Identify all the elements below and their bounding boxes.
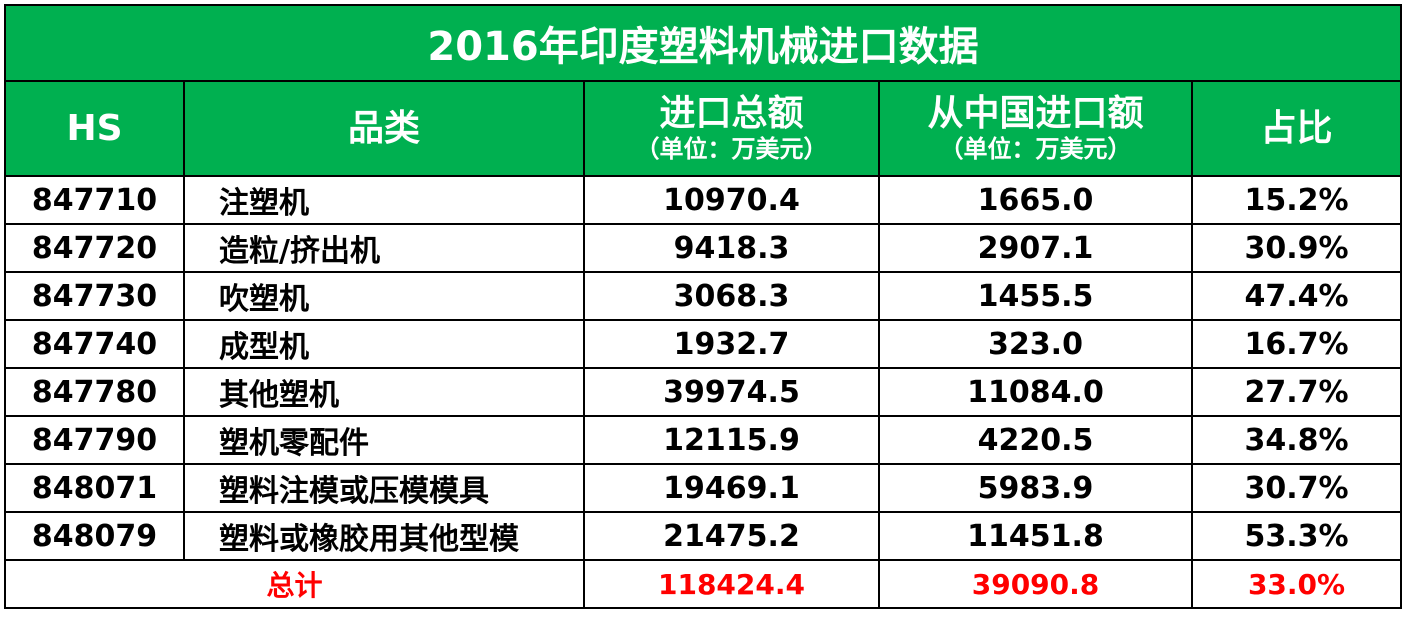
cell-category: 其他塑机 [183, 367, 585, 417]
cell-category: 造粒/挤出机 [183, 223, 585, 273]
total-import-sum: 118424.4 [583, 559, 880, 609]
cell-category: 塑料注模或压模模具 [183, 463, 585, 513]
cell-ratio: 16.7% [1190, 319, 1403, 369]
cell-category: 塑料或橡胶用其他型模 [183, 511, 585, 561]
header-total-import-unit: （单位：万美元） [635, 134, 828, 163]
cell-hs: 847720 [4, 223, 185, 273]
import-table: 2016年印度塑料机械进口数据 HS 品类 进口总额 （单位：万美元） 从中国进… [3, 4, 1403, 609]
cell-china: 11451.8 [878, 511, 1193, 561]
total-ratio: 33.0% [1190, 559, 1403, 609]
cell-ratio: 27.7% [1190, 367, 1403, 417]
cell-hs: 847740 [4, 319, 185, 369]
header-china-import-label: 从中国进口额 [927, 93, 1144, 135]
header-china-import-unit: （单位：万美元） [939, 134, 1132, 163]
header-total-import-label: 进口总额 [659, 93, 804, 135]
table-row: 847790 塑机零配件 12115.9 4220.5 34.8% [4, 415, 1403, 465]
cell-china: 2907.1 [878, 223, 1193, 273]
table-row: 847730 吹塑机 3068.3 1455.5 47.4% [4, 271, 1403, 321]
cell-hs: 847780 [4, 367, 185, 417]
cell-category: 注塑机 [183, 175, 585, 225]
cell-category: 成型机 [183, 319, 585, 369]
cell-total: 3068.3 [583, 271, 880, 321]
cell-total: 9418.3 [583, 223, 880, 273]
cell-total: 1932.7 [583, 319, 880, 369]
cell-china: 1455.5 [878, 271, 1193, 321]
table-row: 848071 塑料注模或压模模具 19469.1 5983.9 30.7% [4, 463, 1403, 513]
table-row: 848079 塑料或橡胶用其他型模 21475.2 11451.8 53.3% [4, 511, 1403, 561]
cell-ratio: 34.8% [1190, 415, 1403, 465]
table-row: 847740 成型机 1932.7 323.0 16.7% [4, 319, 1403, 369]
cell-hs: 847730 [4, 271, 185, 321]
cell-ratio: 15.2% [1190, 175, 1403, 225]
header-hs: HS [4, 80, 185, 177]
cell-ratio: 30.9% [1190, 223, 1403, 273]
cell-china: 1665.0 [878, 175, 1193, 225]
total-row: 总计 118424.4 39090.8 33.0% [4, 559, 1403, 609]
cell-china: 5983.9 [878, 463, 1193, 513]
cell-total: 21475.2 [583, 511, 880, 561]
cell-hs: 847710 [4, 175, 185, 225]
header-total-import: 进口总额 （单位：万美元） [583, 80, 880, 177]
header-china-import: 从中国进口额 （单位：万美元） [878, 80, 1193, 177]
cell-category: 塑机零配件 [183, 415, 585, 465]
cell-total: 39974.5 [583, 367, 880, 417]
table-row: 847780 其他塑机 39974.5 11084.0 27.7% [4, 367, 1403, 417]
cell-total: 10970.4 [583, 175, 880, 225]
cell-hs: 847790 [4, 415, 185, 465]
table-row: 847720 造粒/挤出机 9418.3 2907.1 30.9% [4, 223, 1403, 273]
table-row: 847710 注塑机 10970.4 1665.0 15.2% [4, 175, 1403, 225]
cell-hs: 848079 [4, 511, 185, 561]
cell-ratio: 30.7% [1190, 463, 1403, 513]
header-category: 品类 [183, 80, 585, 177]
cell-china: 4220.5 [878, 415, 1193, 465]
cell-china: 11084.0 [878, 367, 1193, 417]
cell-category: 吹塑机 [183, 271, 585, 321]
cell-ratio: 53.3% [1190, 511, 1403, 561]
title-row: 2016年印度塑料机械进口数据 [3, 4, 1403, 82]
cell-ratio: 47.4% [1190, 271, 1403, 321]
total-label: 总计 [4, 559, 585, 609]
header-ratio: 占比 [1190, 80, 1403, 177]
cell-total: 12115.9 [583, 415, 880, 465]
import-data-sheet: 2016年印度塑料机械进口数据 HS 品类 进口总额 （单位：万美元） 从中国进… [3, 4, 1403, 609]
table-title: 2016年印度塑料机械进口数据 [3, 4, 1403, 82]
cell-hs: 848071 [4, 463, 185, 513]
total-china-sum: 39090.8 [878, 559, 1193, 609]
cell-total: 19469.1 [583, 463, 880, 513]
cell-china: 323.0 [878, 319, 1193, 369]
header-row: HS 品类 进口总额 （单位：万美元） 从中国进口额 （单位：万美元） 占比 [4, 80, 1403, 177]
